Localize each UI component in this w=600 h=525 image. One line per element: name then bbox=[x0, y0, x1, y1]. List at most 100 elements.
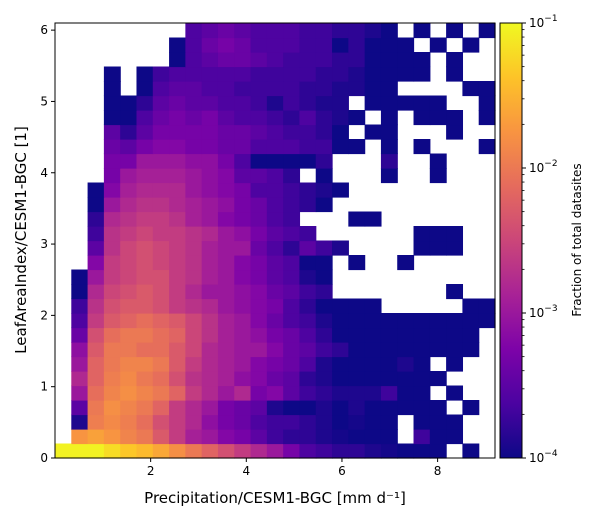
heatmap-cell bbox=[152, 414, 170, 430]
heatmap-cell bbox=[478, 110, 496, 126]
heatmap-cell bbox=[364, 313, 382, 329]
heatmap-cell bbox=[136, 240, 154, 256]
heatmap-cell bbox=[120, 400, 138, 416]
heatmap-cell bbox=[266, 371, 284, 387]
heatmap-cell bbox=[299, 371, 317, 387]
heatmap-cell bbox=[413, 226, 431, 242]
heatmap-cell bbox=[169, 356, 186, 372]
heatmap-cell bbox=[217, 327, 235, 343]
heatmap-cell bbox=[136, 139, 154, 155]
heatmap-cell bbox=[364, 385, 382, 401]
heatmap-cell bbox=[299, 139, 317, 155]
heatmap-cell bbox=[234, 226, 252, 242]
heatmap-cell bbox=[283, 269, 301, 285]
heatmap-cell bbox=[283, 168, 301, 184]
heatmap-cell bbox=[266, 182, 284, 198]
heatmap-cell bbox=[478, 313, 496, 329]
heatmap-cell bbox=[299, 95, 317, 111]
heatmap-cell bbox=[169, 81, 186, 97]
heatmap-cell bbox=[234, 52, 252, 68]
heatmap-cell bbox=[136, 298, 154, 314]
heatmap-cell bbox=[283, 95, 301, 111]
heatmap-cell bbox=[266, 429, 284, 445]
heatmap-cell bbox=[266, 52, 284, 68]
colorbar-tick-label: 10−2 bbox=[529, 159, 558, 175]
heatmap-cell bbox=[397, 327, 415, 343]
heatmap-cell bbox=[201, 182, 219, 198]
heatmap-cell bbox=[234, 356, 252, 372]
heatmap-cell bbox=[315, 182, 333, 198]
heatmap-cell bbox=[185, 110, 203, 126]
heatmap-cell bbox=[103, 284, 121, 300]
y-tick-label: 0 bbox=[40, 451, 48, 465]
heatmap-cell bbox=[234, 429, 252, 445]
heatmap-cell bbox=[136, 81, 154, 97]
heatmap-cell bbox=[152, 429, 170, 445]
heatmap-cell bbox=[169, 37, 186, 53]
heatmap-cell bbox=[332, 429, 349, 445]
heatmap-cell bbox=[397, 342, 415, 358]
heatmap-cell bbox=[103, 313, 121, 329]
heatmap-cell bbox=[120, 342, 138, 358]
heatmap-cell bbox=[136, 110, 154, 126]
heatmap-cell bbox=[266, 139, 284, 155]
heatmap-cell bbox=[380, 400, 398, 416]
heatmap-cell bbox=[380, 95, 398, 111]
heatmap-cell bbox=[169, 197, 186, 213]
heatmap-cell bbox=[136, 182, 154, 198]
heatmap-cell bbox=[87, 385, 105, 401]
heatmap-cell bbox=[169, 385, 186, 401]
heatmap-cell bbox=[120, 95, 138, 111]
heatmap-cell bbox=[185, 429, 203, 445]
heatmap-cell bbox=[266, 269, 284, 285]
heatmap-cell bbox=[71, 371, 89, 387]
heatmap-cell bbox=[283, 197, 301, 213]
heatmap-cell bbox=[429, 371, 447, 387]
heatmap-cell bbox=[250, 226, 268, 242]
heatmap-cell bbox=[234, 211, 252, 227]
heatmap-cell bbox=[250, 95, 268, 111]
heatmap-cell bbox=[136, 226, 154, 242]
heatmap-cell bbox=[283, 414, 301, 430]
heatmap-cell bbox=[71, 443, 89, 459]
heatmap-cell bbox=[315, 81, 333, 97]
heatmap-cell bbox=[283, 37, 301, 53]
heatmap-cell bbox=[201, 414, 219, 430]
heatmap-cell bbox=[217, 81, 235, 97]
heatmap-cell bbox=[446, 327, 464, 343]
heatmap-cell bbox=[185, 168, 203, 184]
heatmap-cell bbox=[234, 110, 252, 126]
heatmap-cell bbox=[217, 356, 235, 372]
heatmap-cell bbox=[332, 182, 349, 198]
heatmap-cell bbox=[103, 400, 121, 416]
heatmap-cell bbox=[169, 313, 186, 329]
heatmap-cell bbox=[120, 110, 138, 126]
heatmap-cell bbox=[429, 414, 447, 430]
heatmap-cell bbox=[332, 356, 349, 372]
heatmap-cell bbox=[217, 95, 235, 111]
heatmap-cell bbox=[332, 110, 349, 126]
heatmap-cell bbox=[446, 342, 464, 358]
heatmap-cell bbox=[332, 23, 349, 39]
heatmap-cell bbox=[413, 400, 431, 416]
heatmap-cell bbox=[299, 37, 317, 53]
heatmap-cell bbox=[250, 168, 268, 184]
heatmap-cell bbox=[446, 52, 464, 68]
heatmap-cell bbox=[364, 95, 382, 111]
plot-frame bbox=[54, 22, 496, 459]
heatmap-cell bbox=[201, 342, 219, 358]
heatmap-cell bbox=[152, 269, 170, 285]
heatmap-cell bbox=[185, 23, 203, 39]
heatmap-cell bbox=[120, 226, 138, 242]
heatmap-cell bbox=[283, 240, 301, 256]
heatmap-cell bbox=[201, 197, 219, 213]
heatmap-cell bbox=[217, 110, 235, 126]
heatmap-cell bbox=[185, 443, 203, 459]
heatmap-cell bbox=[429, 110, 447, 126]
heatmap-cell bbox=[380, 429, 398, 445]
heatmap-cell bbox=[250, 269, 268, 285]
heatmap-cell bbox=[217, 429, 235, 445]
heatmap-cell bbox=[201, 37, 219, 53]
heatmap-cell bbox=[152, 139, 170, 155]
heatmap-cell bbox=[185, 385, 203, 401]
